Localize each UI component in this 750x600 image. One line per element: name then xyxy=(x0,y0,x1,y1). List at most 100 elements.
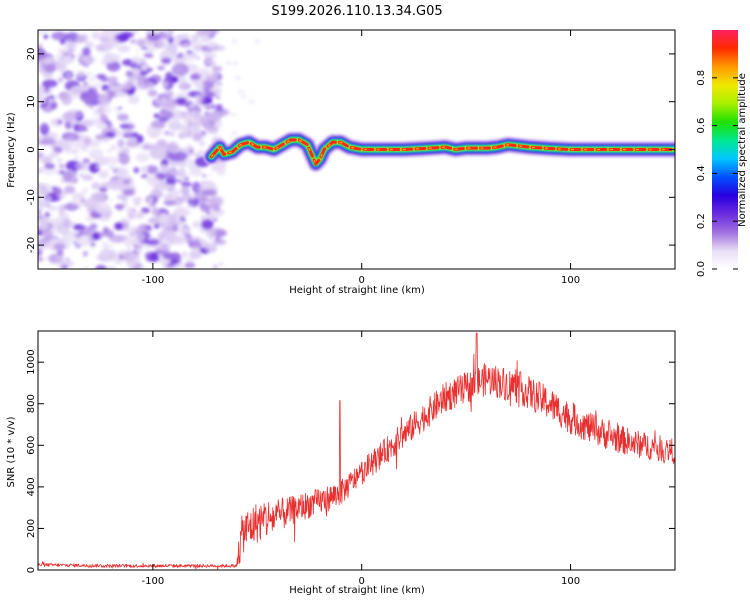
noise-blob xyxy=(140,207,151,214)
noise-blob xyxy=(140,63,149,71)
noise-blob xyxy=(171,63,189,77)
noise-blob xyxy=(102,30,119,37)
noise-blob xyxy=(135,152,150,163)
noise-blob xyxy=(218,262,224,266)
noise-blob xyxy=(153,113,160,119)
noise-blob xyxy=(82,250,88,257)
noise-blob xyxy=(240,94,247,99)
noise-blob xyxy=(140,166,148,173)
noise-blob xyxy=(50,104,57,110)
noise-blob xyxy=(93,82,103,89)
noise-blob xyxy=(185,50,194,55)
noise-blob xyxy=(79,90,98,103)
noise-blob xyxy=(192,220,200,229)
noise-blob xyxy=(65,39,75,51)
spectrogram-x-axis-label: Height of straight line (km) xyxy=(289,285,425,296)
noise-blob xyxy=(108,96,113,100)
noise-blob xyxy=(201,189,218,197)
y-tick-label: 600 xyxy=(26,436,37,455)
noise-blob xyxy=(57,120,63,124)
noise-blob xyxy=(181,148,187,153)
noise-blob xyxy=(136,242,143,247)
noise-blob xyxy=(38,31,42,37)
noise-blob xyxy=(71,193,86,206)
noise-blob xyxy=(116,194,126,200)
snr-series-line xyxy=(38,332,675,570)
noise-blob xyxy=(205,105,212,110)
noise-blob xyxy=(165,184,175,190)
noise-blob xyxy=(207,30,213,36)
noise-blob xyxy=(163,30,171,34)
noise-blob xyxy=(126,246,132,252)
noise-blob xyxy=(57,158,63,162)
noise-blob xyxy=(157,240,172,251)
noise-blob xyxy=(147,54,154,58)
noise-blob xyxy=(91,118,103,125)
noise-blob xyxy=(208,173,212,176)
noise-blob xyxy=(105,265,117,269)
y-tick-label: 400 xyxy=(26,477,37,496)
noise-blob xyxy=(126,123,136,130)
noise-blob xyxy=(38,182,42,188)
noise-blob xyxy=(44,162,55,170)
noise-blob xyxy=(182,174,190,179)
noise-blob xyxy=(117,250,127,256)
noise-blob xyxy=(138,145,144,148)
noise-blob xyxy=(186,204,194,209)
noise-blob xyxy=(43,34,49,39)
noise-blob xyxy=(61,111,76,122)
noise-blob xyxy=(122,179,131,185)
noise-blob xyxy=(62,230,75,243)
noise-blob xyxy=(162,101,176,112)
noise-blob xyxy=(248,99,255,104)
noise-blob xyxy=(184,104,191,108)
noise-blob xyxy=(213,30,220,34)
noise-blob xyxy=(135,49,139,52)
noise-blob xyxy=(78,52,82,56)
noise-blob xyxy=(122,131,139,139)
noise-blob xyxy=(46,204,51,207)
noise-blob xyxy=(75,224,79,228)
y-tick-label: 1000 xyxy=(26,349,37,374)
noise-blob xyxy=(42,257,49,261)
noise-blob xyxy=(172,223,179,231)
noise-blob xyxy=(202,71,218,81)
noise-blob xyxy=(127,95,140,105)
noise-blob xyxy=(145,239,161,246)
noise-blob xyxy=(38,85,46,97)
noise-blob xyxy=(159,110,171,118)
noise-blob xyxy=(121,120,127,125)
noise-blob xyxy=(53,147,63,154)
noise-blob xyxy=(172,235,187,245)
noise-blob xyxy=(157,65,165,71)
noise-blob xyxy=(135,232,145,242)
noise-blob xyxy=(156,39,168,49)
noise-blob xyxy=(90,33,99,39)
noise-blob xyxy=(61,93,73,106)
noise-blob xyxy=(105,149,113,153)
noise-blob xyxy=(39,217,48,227)
noise-blob xyxy=(205,112,222,122)
noise-blob xyxy=(95,202,112,215)
noise-blob xyxy=(188,242,193,245)
noise-blob xyxy=(190,127,196,134)
noise-blob xyxy=(44,211,51,219)
noise-blob xyxy=(213,160,227,170)
noise-blob xyxy=(122,189,136,196)
noise-blob xyxy=(206,127,219,134)
noise-blob xyxy=(215,104,223,111)
noise-blob xyxy=(103,53,117,64)
noise-blob xyxy=(116,206,123,211)
colorbar-tick-label: 0.8 xyxy=(696,70,707,86)
noise-blob xyxy=(40,230,54,237)
noise-blob xyxy=(131,68,142,74)
noise-blob xyxy=(149,192,157,196)
colorbar-gradient xyxy=(712,30,738,269)
noise-blob xyxy=(96,166,100,169)
noise-blob xyxy=(38,240,52,250)
noise-blob xyxy=(42,105,54,113)
y-tick-label: 800 xyxy=(26,394,37,413)
noise-blob xyxy=(53,61,61,65)
noise-blob xyxy=(68,87,82,95)
